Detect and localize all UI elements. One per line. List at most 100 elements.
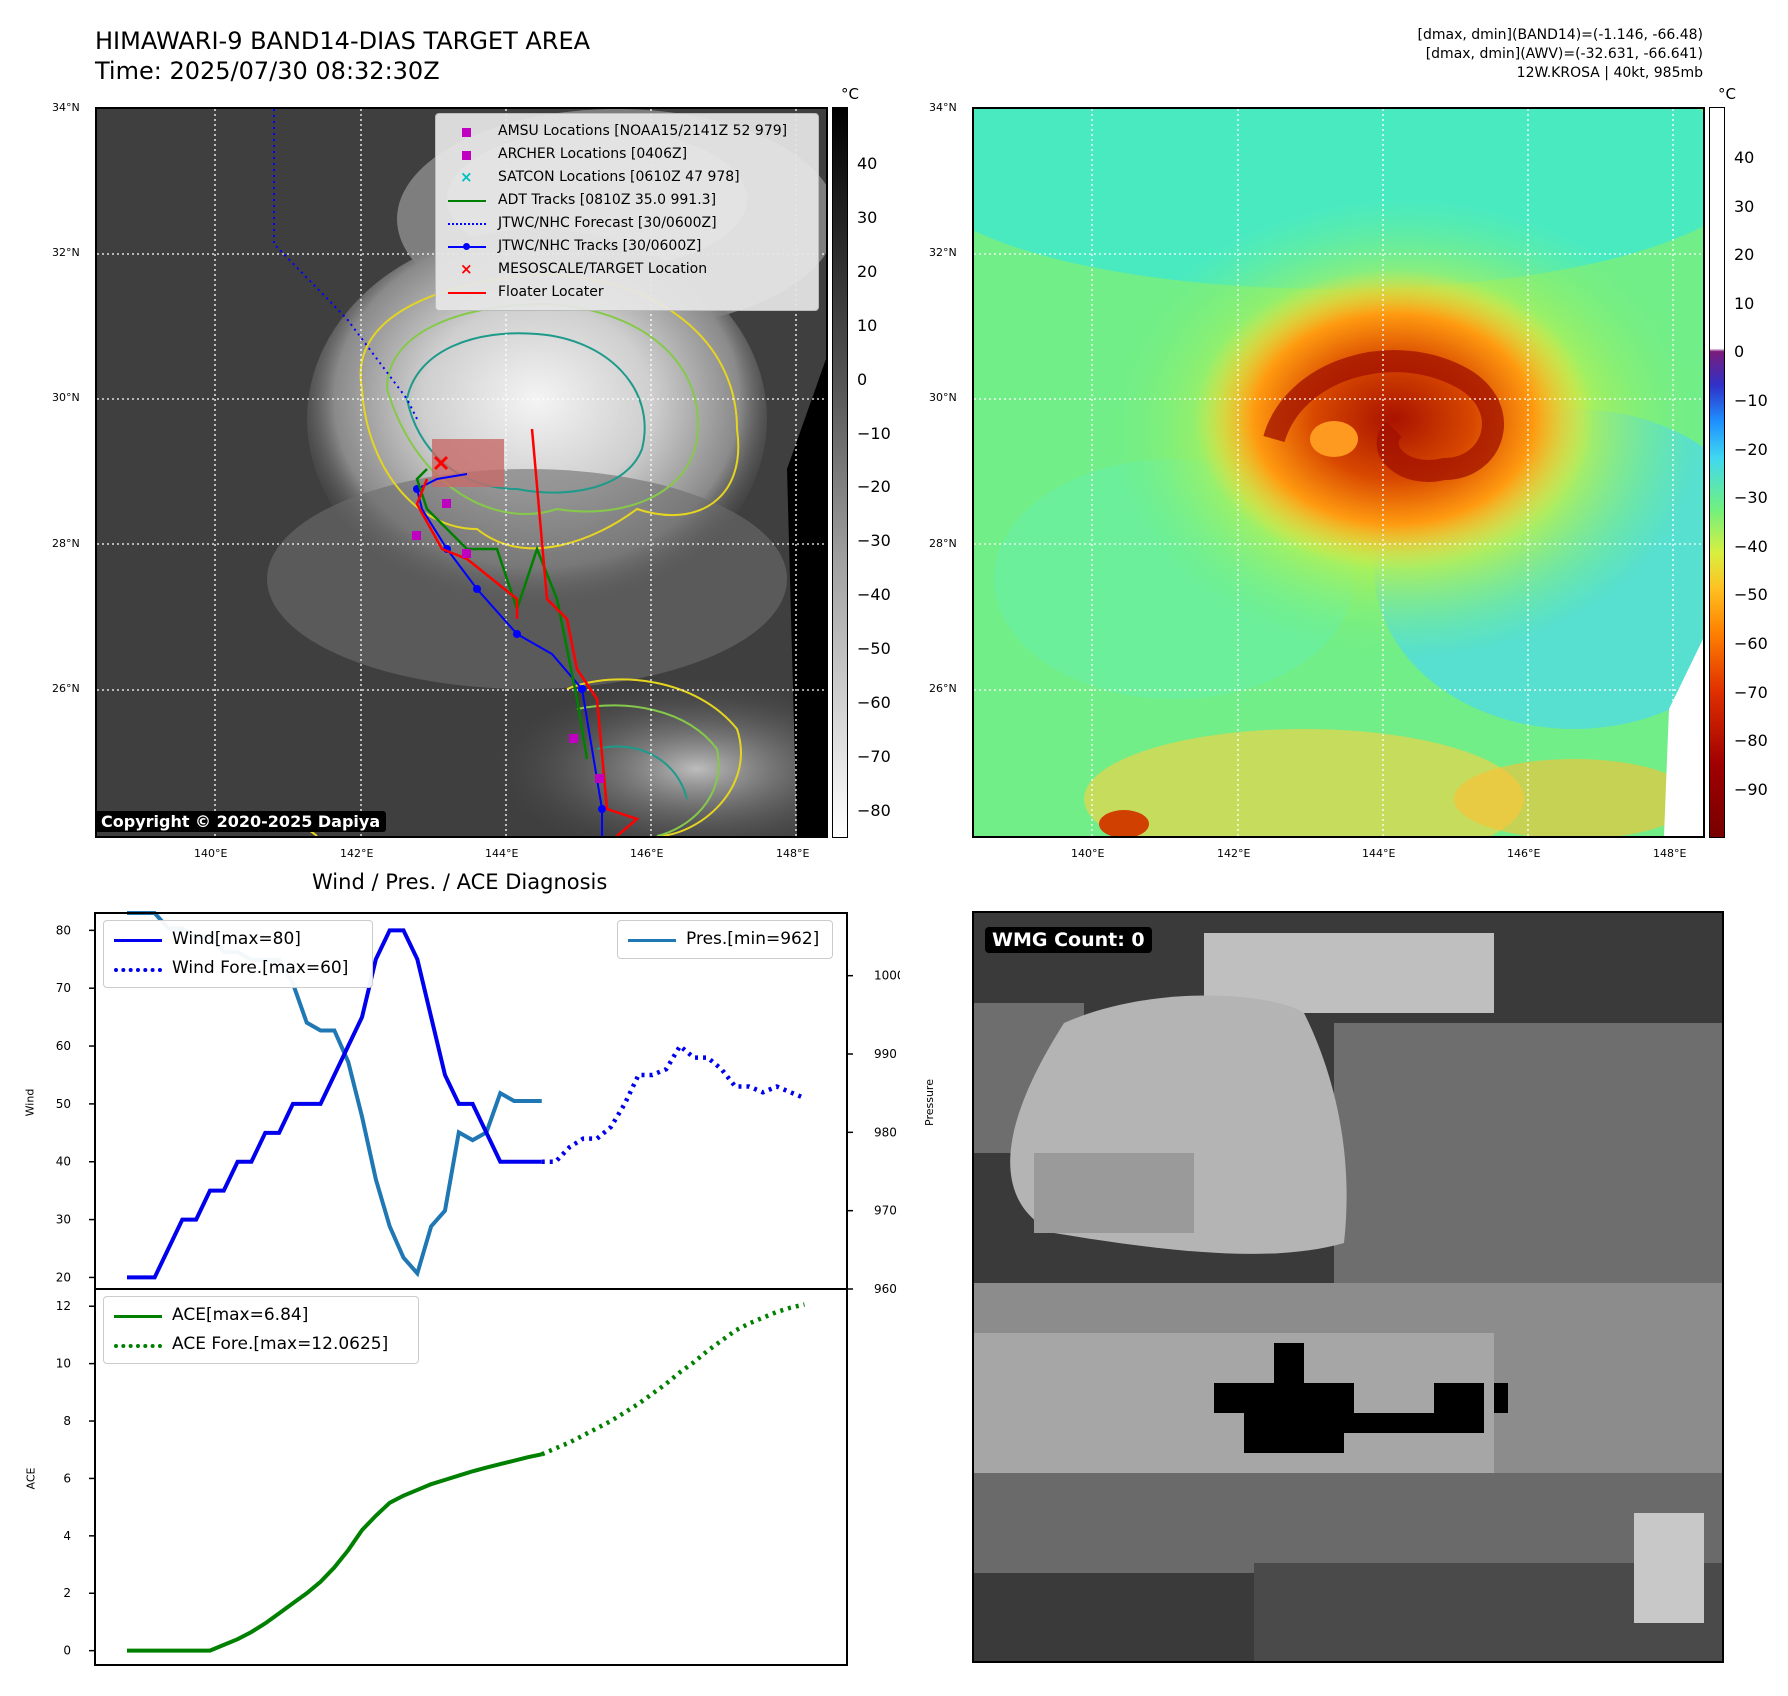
awv-map-panel xyxy=(972,107,1705,838)
colorbar-tick-label: −50 xyxy=(857,639,891,659)
awv-map-image xyxy=(974,109,1703,836)
colorbar-tick-label: −40 xyxy=(1734,536,1768,556)
wind-tick-label: 70 xyxy=(56,981,71,995)
info-line-3: 12W.KROSA | 40kt, 985mb xyxy=(1516,65,1703,81)
wmg-panel xyxy=(972,911,1724,1663)
ace-legend: ACE[max=6.84] ACE Fore.[max=12.0625] xyxy=(103,1296,419,1364)
legend-label: ADT Tracks [0810Z 35.0 991.3] xyxy=(498,192,717,208)
awv-lon-label: 140°E xyxy=(1071,847,1105,860)
legend-symbol-square-icon xyxy=(446,123,488,141)
wind-legend: Wind[max=80] Wind Fore.[max=60] xyxy=(103,920,373,988)
colorbar-tick-label: −10 xyxy=(1734,391,1768,410)
ace-tick-label: 10 xyxy=(56,1357,71,1371)
awv-colorbar-unit: °C xyxy=(1718,85,1736,103)
colorbar-tick-label: −30 xyxy=(1734,488,1768,508)
legend-label: Floater Locater xyxy=(498,284,604,300)
awv-lon-label: 146°E xyxy=(1507,847,1541,860)
ir-lat-label: 30°N xyxy=(52,391,80,404)
diag-title: Wind / Pres. / ACE Diagnosis xyxy=(312,870,608,894)
colorbar-tick-label: 10 xyxy=(1734,293,1755,313)
legend-label: ARCHER Locations [0406Z] xyxy=(498,146,688,162)
awv-colorbar xyxy=(1709,107,1725,838)
colorbar-tick-label: 0 xyxy=(1734,342,1745,362)
awv-lat-label: 30°N xyxy=(929,391,957,404)
ir-lon-label: 148°E xyxy=(776,847,810,860)
ir-lat-label: 28°N xyxy=(52,537,80,550)
colorbar-tick-label: −60 xyxy=(857,693,891,712)
wind-tick-label: 50 xyxy=(56,1097,71,1111)
info-line-1: [dmax, dmin](BAND14)=(-1.146, -66.48) xyxy=(1417,27,1704,43)
wind-forecast-series-line xyxy=(541,1042,806,1164)
ir-lon-label: 140°E xyxy=(194,847,228,860)
legend-ace: ACE[max=6.84] xyxy=(114,1301,408,1330)
ace-tick-label: 0 xyxy=(63,1644,71,1658)
awv-grid xyxy=(974,109,1703,836)
awv-lat-label: 34°N xyxy=(929,101,957,114)
wmg-image xyxy=(974,913,1722,1661)
ir-lon-label: 144°E xyxy=(485,847,519,860)
colorbar-tick-label: 30 xyxy=(1734,196,1755,216)
title-line-1: HIMAWARI-9 BAND14-DIAS TARGET AREA xyxy=(95,27,591,55)
title-line-2: Time: 2025/07/30 08:32:30Z xyxy=(95,57,440,85)
pressure-tick-label: 970 xyxy=(874,1204,897,1218)
legend-wind-fore: Wind Fore.[max=60] xyxy=(114,954,362,983)
wind-tick-label: 20 xyxy=(56,1270,71,1284)
colorbar-tick-label: −20 xyxy=(1734,439,1768,459)
wind-tick-label: 80 xyxy=(56,923,71,937)
ir-map-legend: AMSU Locations [NOAA15/2141Z 52 979] ARCH… xyxy=(435,113,819,311)
info-line-2: [dmax, dmin](AWV)=(-32.631, -66.641) xyxy=(1425,46,1703,62)
ace-forecast-series-line xyxy=(540,1302,805,1457)
wmg-count-badge: WMG Count: 0 xyxy=(985,927,1152,953)
colorbar-tick-label: −80 xyxy=(1734,731,1768,751)
ir-lat-label: 34°N xyxy=(52,101,80,114)
legend-symbol-x-icon: × xyxy=(460,167,473,186)
awv-lon-label: 142°E xyxy=(1217,847,1251,860)
ir-lon-label: 146°E xyxy=(630,847,664,860)
legend-symbol-square-icon xyxy=(446,146,488,164)
legend-symbol-line-dot-icon xyxy=(446,238,488,256)
awv-lat-label: 26°N xyxy=(929,682,957,695)
pressure-tick-label: 990 xyxy=(874,1047,897,1061)
amsu-markers xyxy=(412,499,604,783)
colorbar-tick-label: 30 xyxy=(857,207,878,227)
jtwc-forecast-line xyxy=(273,109,418,420)
colorbar-tick-label: 0 xyxy=(857,369,868,389)
colorbar-tick-label: −70 xyxy=(1734,682,1768,702)
ace-ylabel: ACE xyxy=(24,1467,38,1490)
wind-tick-label: 40 xyxy=(56,1155,71,1169)
ir-colorbar xyxy=(832,107,848,838)
ace-plot-frame xyxy=(94,1288,848,1666)
awv-lon-label: 144°E xyxy=(1362,847,1396,860)
colorbar-tick-label: 40 xyxy=(1734,148,1755,167)
colorbar-tick-label: −10 xyxy=(857,423,891,443)
legend-item: ADT Tracks [0810Z 35.0 991.3] xyxy=(446,189,808,212)
pressure-tick-label: 980 xyxy=(874,1125,897,1139)
colorbar-tick-label: −80 xyxy=(857,800,891,820)
pressure-ylabel: Pressure xyxy=(922,1079,936,1126)
ir-lat-label: 32°N xyxy=(52,246,80,259)
awv-lon-label: 148°E xyxy=(1653,847,1687,860)
ace-tick-label: 6 xyxy=(63,1471,71,1485)
legend-pressure: Pres.[min=962] xyxy=(628,925,822,954)
ace-series-line xyxy=(127,1452,543,1653)
ir-colorbar-unit: °C xyxy=(841,85,859,103)
pressure-tick-label: 960 xyxy=(874,1282,897,1296)
colorbar-tick-label: −20 xyxy=(857,477,891,497)
legend-wind: Wind[max=80] xyxy=(114,925,362,954)
ace-tick-label: 4 xyxy=(63,1529,71,1543)
legend-item: AMSU Locations [NOAA15/2141Z 52 979] xyxy=(446,120,808,143)
legend-item: ARCHER Locations [0406Z] xyxy=(446,143,808,166)
colorbar-tick-label: 20 xyxy=(857,261,878,281)
legend-label: AMSU Locations [NOAA15/2141Z 52 979] xyxy=(498,123,788,139)
ir-lat-label: 26°N xyxy=(52,682,80,695)
legend-ace-fore: ACE Fore.[max=12.0625] xyxy=(114,1330,408,1359)
legend-label: JTWC/NHC Tracks [30/0600Z] xyxy=(498,238,702,254)
mesoscale-marker xyxy=(433,455,449,471)
legend-symbol-line-icon xyxy=(446,192,488,210)
copyright-badge: Copyright © 2020-2025 Dapiya xyxy=(95,811,387,832)
legend-symbol-dotted-icon xyxy=(446,215,488,233)
legend-item: × SATCON Locations [0610Z 47 978] xyxy=(446,166,808,189)
legend-symbol-x-icon: × xyxy=(460,259,473,278)
legend-label: JTWC/NHC Forecast [30/0600Z] xyxy=(498,215,717,231)
